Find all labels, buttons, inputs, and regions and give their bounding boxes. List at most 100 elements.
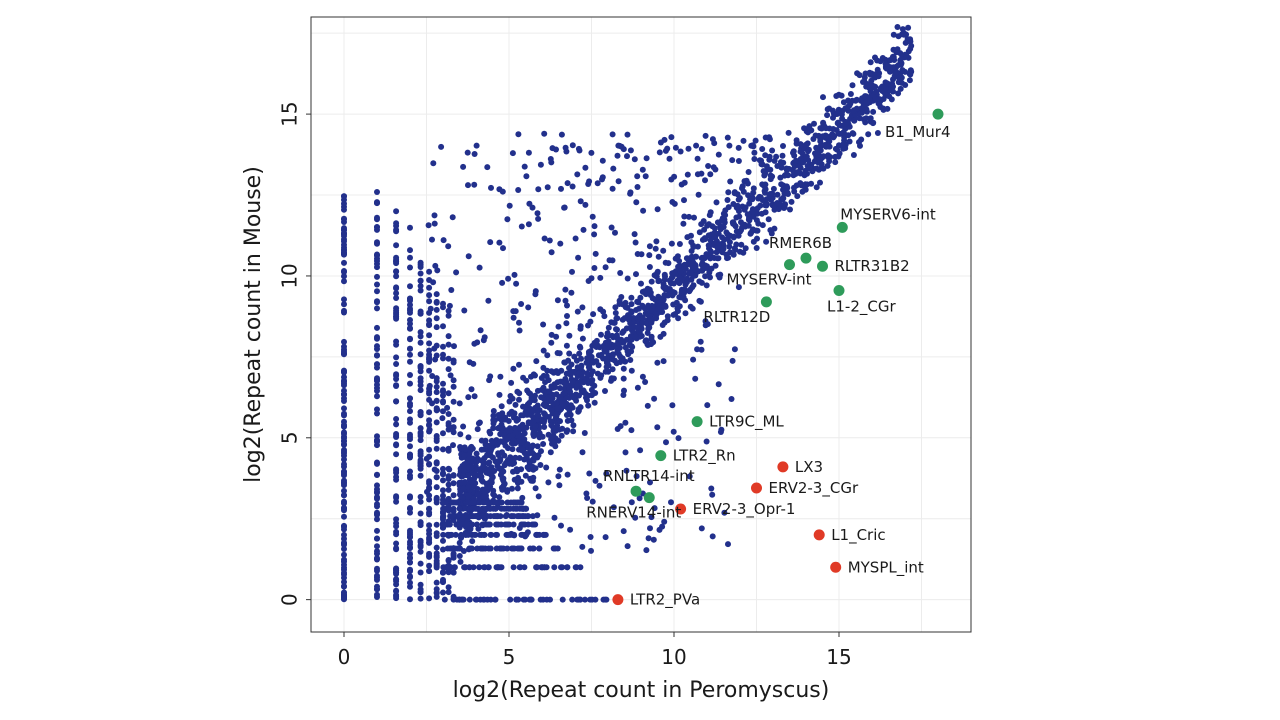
data-point	[553, 333, 560, 340]
data-point	[393, 268, 400, 275]
data-point	[628, 348, 635, 355]
data-point	[636, 333, 643, 340]
data-point	[407, 264, 413, 271]
data-point	[632, 333, 639, 340]
data-point	[564, 564, 571, 571]
data-point	[673, 299, 680, 306]
data-point	[341, 589, 347, 596]
data-point	[609, 131, 616, 138]
data-point	[521, 404, 528, 411]
data-point	[603, 470, 610, 477]
data-point	[547, 449, 554, 456]
data-point	[407, 493, 413, 500]
data-point	[407, 254, 413, 261]
x-tick-label: 5	[503, 645, 516, 669]
data-point	[592, 596, 599, 603]
highlight-point-ltr9c-ml	[691, 416, 703, 428]
data-point	[525, 149, 532, 156]
data-point	[791, 188, 798, 195]
data-point	[850, 130, 857, 137]
data-point	[490, 425, 497, 432]
data-point	[417, 277, 424, 284]
data-point	[677, 148, 684, 155]
data-point	[407, 345, 413, 352]
data-point	[637, 294, 644, 301]
data-point	[805, 148, 811, 155]
data-point	[735, 284, 742, 291]
data-point	[486, 428, 493, 435]
data-point	[687, 269, 694, 276]
data-point	[474, 521, 480, 528]
data-point	[517, 499, 524, 506]
data-point	[653, 311, 660, 318]
data-point	[494, 513, 501, 520]
data-point	[791, 163, 798, 170]
data-point	[465, 394, 472, 401]
data-point	[426, 421, 433, 428]
data-point	[417, 287, 424, 294]
data-point	[407, 419, 413, 426]
data-point	[530, 431, 537, 438]
data-point	[433, 521, 440, 528]
data-point	[595, 362, 602, 369]
data-point	[762, 152, 769, 159]
data-point	[465, 483, 471, 490]
data-point	[426, 367, 433, 374]
data-point	[822, 125, 829, 132]
data-point	[582, 596, 588, 603]
data-point	[393, 516, 400, 523]
data-point	[407, 468, 413, 475]
data-point	[472, 531, 479, 538]
data-point	[499, 449, 505, 456]
data-point	[417, 339, 424, 346]
data-point	[512, 401, 519, 408]
data-point	[694, 346, 701, 353]
data-point	[426, 446, 433, 453]
data-point	[467, 444, 474, 451]
data-point	[341, 513, 347, 520]
data-point	[433, 445, 440, 452]
data-point	[633, 307, 640, 313]
data-point	[485, 460, 492, 467]
data-point	[374, 527, 380, 534]
data-point	[450, 569, 457, 576]
data-point	[889, 54, 896, 61]
data-point	[458, 479, 465, 486]
data-point	[445, 243, 452, 250]
data-point	[770, 185, 777, 192]
data-point	[440, 564, 447, 571]
data-point	[341, 374, 347, 381]
data-point	[438, 143, 445, 150]
data-point	[729, 357, 736, 364]
data-point	[564, 302, 570, 309]
data-point	[676, 294, 683, 301]
data-point	[834, 146, 841, 153]
data-point	[563, 320, 570, 327]
data-point	[704, 263, 710, 270]
data-point	[417, 465, 424, 472]
data-point	[433, 484, 440, 491]
data-point	[496, 415, 502, 422]
data-point	[341, 461, 347, 468]
data-point	[794, 193, 801, 200]
data-point	[681, 213, 688, 220]
data-point	[596, 482, 603, 489]
data-point	[393, 222, 400, 229]
data-point	[374, 352, 380, 359]
data-point	[545, 479, 552, 486]
data-point	[374, 438, 380, 445]
data-point	[341, 244, 347, 251]
data-point	[473, 142, 480, 149]
data-point	[426, 332, 433, 339]
data-point	[850, 152, 857, 158]
data-point	[627, 357, 634, 363]
data-point	[710, 164, 717, 171]
data-point	[417, 368, 424, 375]
data-point	[557, 385, 564, 392]
data-point	[768, 230, 775, 237]
data-point	[762, 134, 769, 141]
data-point	[845, 132, 852, 139]
data-point	[488, 184, 494, 191]
data-point	[467, 526, 474, 533]
data-point	[611, 357, 618, 364]
